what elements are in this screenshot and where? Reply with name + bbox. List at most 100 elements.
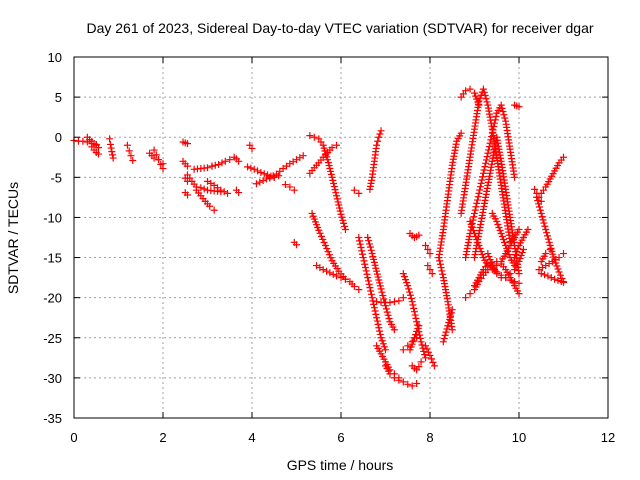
data-point — [466, 217, 474, 225]
data-point — [371, 261, 379, 269]
y-tick-label: -10 — [43, 210, 62, 225]
data-point — [448, 306, 456, 314]
data-point — [319, 266, 327, 274]
data-point — [443, 325, 451, 333]
data-point — [367, 246, 375, 254]
data-point — [471, 89, 478, 97]
data-point — [540, 219, 548, 227]
data-point — [334, 198, 342, 206]
data-point — [370, 304, 378, 312]
data-point — [473, 196, 481, 204]
data-track — [88, 143, 102, 158]
data-point — [511, 173, 519, 181]
data-point — [479, 85, 487, 93]
data-point — [248, 144, 256, 152]
data-point — [367, 290, 375, 298]
data-point — [484, 149, 492, 157]
data-point — [341, 222, 349, 230]
data-point — [542, 250, 550, 258]
data-point — [374, 320, 382, 328]
data-point — [259, 177, 267, 185]
data-point — [539, 216, 547, 224]
data-point — [330, 179, 338, 187]
data-point — [106, 135, 114, 143]
data-track — [232, 186, 243, 197]
data-point — [535, 200, 543, 208]
data-point — [373, 141, 381, 149]
data-point — [367, 287, 375, 295]
data-point — [482, 159, 490, 167]
data-point — [413, 380, 421, 388]
data-point — [468, 223, 476, 231]
data-point — [386, 298, 394, 306]
data-point — [474, 193, 482, 201]
data-point — [551, 275, 559, 283]
y-tick-label: -35 — [43, 411, 62, 426]
data-point — [364, 277, 372, 285]
data-point — [402, 276, 410, 284]
data-point — [376, 130, 384, 138]
y-axis-label: SDTVAR / TECUs — [5, 182, 21, 294]
data-point — [206, 202, 214, 210]
data-point — [373, 270, 381, 278]
data-point — [378, 337, 386, 345]
data-point — [399, 346, 407, 354]
data-point — [372, 310, 380, 318]
data-point — [108, 151, 116, 159]
data-point — [329, 176, 337, 184]
data-point — [483, 153, 491, 161]
data-point — [480, 166, 488, 174]
y-tick-label: -5 — [50, 170, 62, 185]
data-point — [244, 163, 252, 171]
data-point — [506, 276, 514, 284]
data-point — [355, 286, 363, 294]
data-point — [555, 254, 563, 262]
data-track — [511, 225, 532, 262]
data-point — [515, 279, 523, 287]
data-point — [375, 324, 383, 332]
data-point — [421, 351, 429, 359]
data-point — [482, 156, 490, 164]
data-point — [365, 280, 373, 288]
data-point — [364, 234, 372, 241]
data-point — [441, 331, 449, 339]
data-point — [368, 294, 376, 302]
data-point — [306, 132, 314, 140]
data-point — [399, 294, 407, 302]
data-track — [435, 129, 465, 262]
data-point — [426, 266, 434, 274]
data-point — [197, 184, 205, 192]
data-point — [221, 157, 229, 165]
data-point — [479, 169, 487, 177]
data-track — [350, 186, 363, 197]
data-point — [335, 201, 343, 209]
data-point — [416, 334, 424, 342]
data-point — [406, 291, 414, 299]
data-point — [514, 245, 522, 253]
data-point — [323, 245, 331, 253]
y-tick-label: 0 — [55, 130, 62, 145]
data-point — [439, 270, 447, 278]
data-point — [341, 225, 349, 233]
data-track — [533, 153, 567, 201]
data-point — [469, 226, 477, 234]
data-point — [476, 183, 484, 191]
data-point — [370, 255, 378, 263]
x-tick-label: 8 — [426, 430, 433, 445]
data-track — [346, 278, 363, 294]
data-point — [438, 267, 446, 275]
data-point — [469, 216, 477, 224]
data-point — [466, 290, 474, 298]
data-track — [290, 238, 300, 249]
data-point — [218, 159, 226, 167]
data-point — [399, 270, 407, 278]
data-point — [360, 257, 368, 265]
data-point — [410, 304, 418, 312]
data-point — [210, 206, 218, 214]
data-point — [426, 351, 434, 359]
data-track — [179, 138, 191, 148]
data-point — [426, 250, 434, 258]
data-point — [424, 262, 432, 270]
data-point — [399, 378, 407, 386]
data-point — [437, 264, 445, 272]
